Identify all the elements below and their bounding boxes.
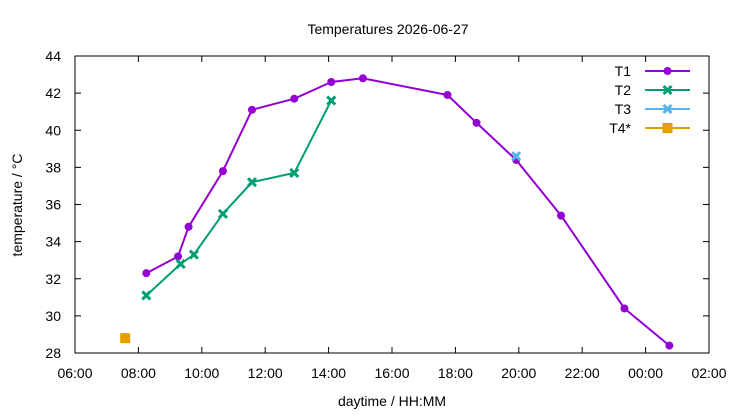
x-tick-label: 14:00 — [311, 365, 346, 381]
data-point — [247, 105, 256, 114]
data-point — [665, 341, 674, 350]
x-tick-label: 06:00 — [57, 365, 92, 381]
x-tick-label: 08:00 — [121, 365, 156, 381]
legend-label: T2 — [615, 82, 632, 98]
data-point — [511, 151, 522, 162]
y-tick-label: 28 — [45, 345, 61, 361]
y-tick-label: 30 — [45, 308, 61, 324]
y-tick-label: 38 — [45, 159, 61, 175]
x-axis: 06:00 08:00 10:00 12:00 14:00 16:00 18:00 20:00… — [57, 56, 727, 381]
data-point — [142, 269, 151, 278]
data-point — [120, 333, 131, 344]
data-point — [443, 90, 452, 99]
x-tick-label: 02:00 — [691, 365, 726, 381]
y-tick-label: 32 — [45, 271, 61, 287]
data-point — [246, 177, 258, 188]
y-tick-label: 40 — [45, 122, 61, 138]
legend-marker — [662, 103, 673, 115]
data-point — [620, 304, 629, 313]
x-tick-label: 12:00 — [248, 365, 283, 381]
legend-marker — [662, 84, 673, 96]
y-tick-label: 36 — [45, 197, 61, 213]
y-axis: 28 30 32 34 36 38 40 42 44 — [45, 48, 709, 361]
legend-label: T1 — [615, 63, 632, 79]
data-point — [141, 290, 152, 301]
x-tick-label: 10:00 — [184, 365, 219, 381]
y-tick-label: 34 — [45, 234, 61, 250]
legend-marker — [662, 123, 673, 133]
data-point — [184, 222, 193, 231]
x-tick-label: 22:00 — [565, 365, 600, 381]
series-layer — [120, 74, 674, 350]
data-point — [188, 249, 199, 260]
data-point — [326, 95, 337, 106]
y-axis-label: temperature / °C — [9, 154, 25, 257]
data-point — [217, 208, 228, 219]
x-tick-label: 00:00 — [628, 365, 663, 381]
data-point — [290, 94, 299, 103]
data-point — [327, 77, 336, 86]
series-line — [145, 100, 333, 297]
data-point — [557, 211, 566, 220]
data-point — [175, 258, 186, 269]
data-point — [472, 118, 481, 127]
series-4 — [120, 333, 131, 344]
series-3 — [511, 151, 522, 162]
x-tick-label: 16:00 — [374, 365, 409, 381]
data-point — [289, 167, 300, 179]
data-point — [218, 167, 227, 176]
chart-title: Temperatures 2026-06-27 — [307, 21, 468, 37]
x-axis-label: daytime / HH:MM — [338, 393, 446, 409]
y-tick-label: 44 — [45, 48, 61, 64]
legend: T1 T2 T3 T4* — [609, 63, 690, 136]
series-2 — [141, 95, 337, 301]
x-tick-label: 18:00 — [438, 365, 473, 381]
legend-label: T3 — [615, 101, 632, 117]
legend-marker — [663, 67, 672, 75]
legend-label: T4* — [609, 120, 631, 136]
data-point — [358, 74, 367, 83]
series-1 — [142, 74, 674, 350]
data-point — [174, 252, 183, 261]
series-line — [145, 77, 671, 347]
x-tick-label: 20:00 — [501, 365, 536, 381]
y-tick-label: 42 — [45, 85, 61, 101]
